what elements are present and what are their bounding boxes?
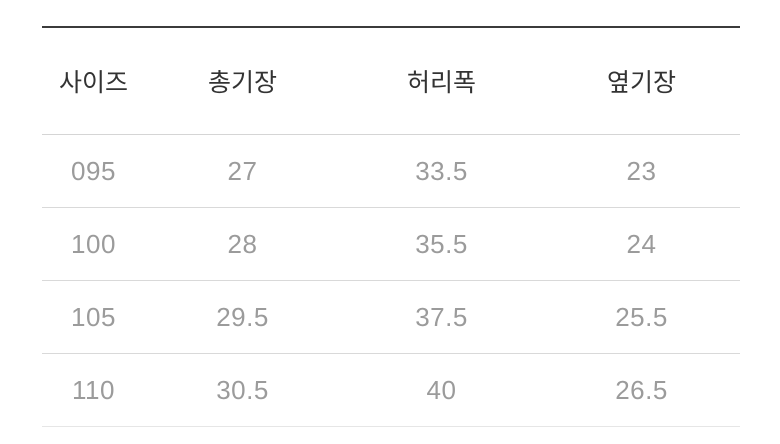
table-row: 110 30.5 40 26.5 — [42, 354, 740, 427]
cell-total-length: 30.5 — [216, 374, 269, 405]
column-header-waist-width: 허리폭 — [406, 69, 476, 97]
column-header-side-length: 옆기장 — [606, 69, 676, 97]
cell-waist-width: 35.5 — [415, 228, 468, 259]
column-header-size: 사이즈 — [58, 69, 128, 97]
cell-size: 100 — [71, 228, 116, 259]
cell-total-length: 27 — [227, 155, 258, 186]
cell-side-length: 23 — [626, 155, 657, 186]
cell-waist-width: 40 — [426, 374, 457, 405]
cell-waist-width: 33.5 — [415, 155, 468, 186]
size-table-header-row: 사이즈 총기장 허리폭 옆기장 — [42, 28, 740, 135]
column-header-total-length: 총기장 — [207, 69, 277, 97]
cell-side-length: 24 — [626, 228, 657, 259]
table-row: 095 27 33.5 23 — [42, 135, 740, 208]
cell-size: 105 — [71, 301, 116, 332]
cell-total-length: 28 — [227, 228, 258, 259]
cell-total-length: 29.5 — [216, 301, 269, 332]
cell-waist-width: 37.5 — [415, 301, 468, 332]
cell-size: 110 — [72, 374, 115, 405]
size-spec-table: 사이즈 총기장 허리폭 옆기장 095 27 33.5 23 100 28 35… — [42, 26, 740, 427]
cell-side-length: 26.5 — [615, 374, 668, 405]
cell-size: 095 — [71, 155, 116, 186]
cell-side-length: 25.5 — [615, 301, 668, 332]
table-row: 105 29.5 37.5 25.5 — [42, 281, 740, 354]
table-row: 100 28 35.5 24 — [42, 208, 740, 281]
